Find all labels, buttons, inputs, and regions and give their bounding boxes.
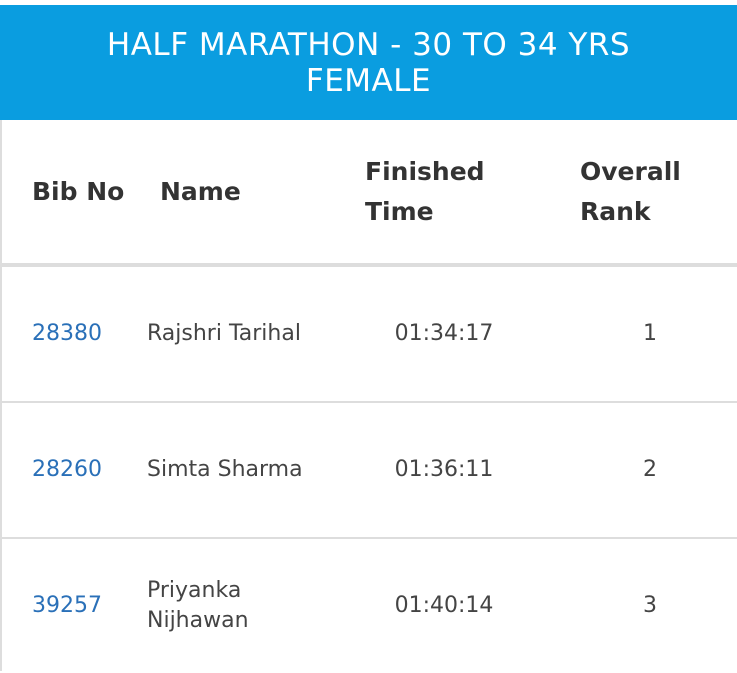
finish-time: 01:40:14 [394,593,494,618]
overall-rank: 2 [643,457,657,482]
time-header: Finished Time [365,156,485,226]
name-header: Name [160,176,241,206]
rank-header: Overall Rank [580,156,681,226]
runner-name: Simta Sharma [147,457,303,482]
overall-rank: 1 [643,321,657,346]
bib-number[interactable]: 28260 [32,457,102,482]
row-divider [2,401,737,403]
row-divider [2,537,737,539]
bib-header: Bib No [32,176,125,206]
runner-name: Rajshri Tarihal [147,321,301,346]
bib-number[interactable]: 28380 [32,321,102,346]
table: Bib No Name Finished Time Overall Rank 28380… [0,120,737,671]
page-title: HALF MARATHON - 30 TO 34 YRS FEMALE [0,5,737,120]
finish-time: 01:34:17 [394,321,494,346]
bib-number[interactable]: 39257 [32,593,102,618]
runner-name: Priyanka Nijhawan [147,578,249,633]
overall-rank: 3 [643,593,657,618]
header-divider [2,263,737,267]
finish-time: 01:36:11 [394,457,494,482]
